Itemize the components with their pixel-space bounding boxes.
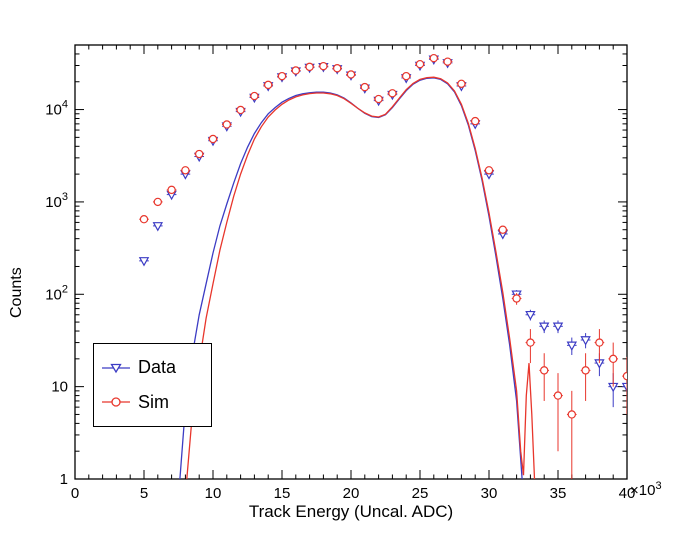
- x-axis-title: Track Energy (Uncal. ADC): [248, 502, 454, 521]
- svg-text:103: 103: [45, 191, 68, 211]
- svg-text:1: 1: [60, 471, 68, 488]
- x-axis-exponent: ×103: [630, 480, 662, 499]
- svg-text:0: 0: [71, 485, 79, 502]
- circle-marker-icon: [101, 394, 131, 410]
- legend-item-sim: Sim: [101, 392, 211, 413]
- tick-labels: 0 5 10 15 20 25 30 35 40 1 10 102 103 104: [45, 99, 635, 502]
- legend: Data Sim: [93, 343, 212, 427]
- series-sim-curve: [186, 76, 536, 479]
- svg-text:30: 30: [481, 485, 498, 502]
- axis-ticks: [74, 44, 628, 480]
- triangle-marker-icon: [101, 360, 131, 376]
- y-axis-title: Counts: [8, 267, 25, 318]
- series-data: [138, 55, 627, 408]
- svg-text:40: 40: [619, 485, 636, 502]
- svg-text:10: 10: [51, 379, 68, 396]
- series-data-curve: [179, 77, 523, 479]
- legend-item-data: Data: [101, 357, 211, 378]
- svg-text:10: 10: [205, 485, 222, 502]
- x-axis-exponent-power: 3: [655, 480, 662, 492]
- legend-label-sim: Sim: [138, 391, 169, 412]
- svg-text:20: 20: [343, 485, 360, 502]
- legend-label-data: Data: [138, 357, 177, 378]
- series-sim: [139, 53, 627, 479]
- svg-text:25: 25: [412, 485, 429, 502]
- x-axis-exponent-base: ×10: [630, 482, 656, 499]
- svg-text:35: 35: [550, 485, 567, 502]
- svg-text:5: 5: [140, 485, 148, 502]
- svg-text:15: 15: [274, 485, 291, 502]
- svg-text:104: 104: [45, 99, 68, 119]
- svg-text:102: 102: [45, 283, 68, 303]
